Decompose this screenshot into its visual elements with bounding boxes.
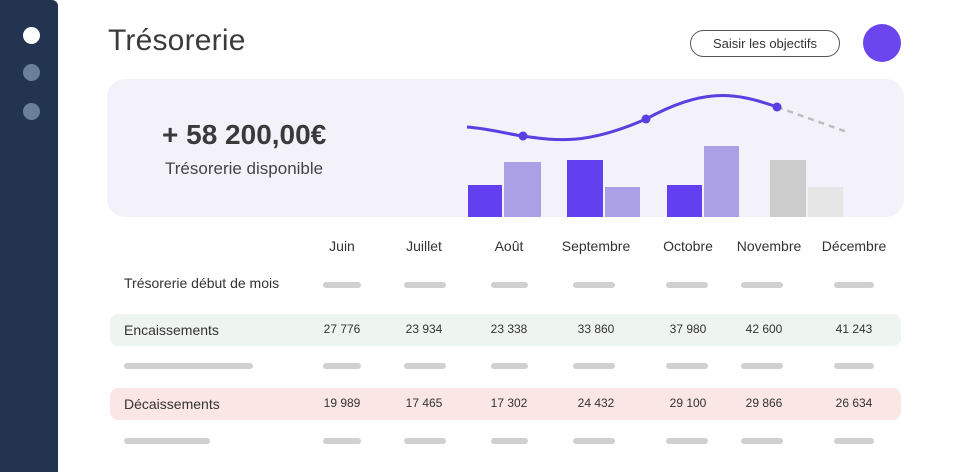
sidebar bbox=[0, 0, 58, 472]
nav-dot-icon-1[interactable] bbox=[23, 27, 40, 44]
chart-point-1 bbox=[518, 131, 528, 141]
placeholder-bar bbox=[741, 282, 783, 288]
chart-forecast-line bbox=[776, 105, 848, 134]
expenses-cell: 17 465 bbox=[405, 396, 443, 410]
available-cash-amount: + 58 200,00€ bbox=[162, 119, 327, 150]
placeholder-bar bbox=[666, 363, 708, 369]
placeholder-bar bbox=[741, 363, 783, 369]
month-header: Août bbox=[494, 238, 524, 254]
income-cell: 23 338 bbox=[490, 322, 528, 336]
month-header: Juillet bbox=[406, 238, 442, 254]
income-cell: 42 600 bbox=[745, 322, 783, 336]
month-header: Septembre bbox=[561, 238, 631, 254]
month-header: Juin bbox=[329, 238, 355, 254]
placeholder-bar bbox=[741, 438, 783, 444]
month-header: Novembre bbox=[736, 238, 802, 254]
chart-bar-5 bbox=[667, 185, 702, 217]
expenses-row[interactable] bbox=[110, 388, 901, 420]
income-row[interactable] bbox=[110, 314, 901, 346]
expenses-cell: 17 302 bbox=[490, 396, 528, 410]
placeholder-bar bbox=[323, 282, 361, 288]
expenses-cell: 29 100 bbox=[669, 396, 707, 410]
placeholder-bar bbox=[573, 363, 615, 369]
placeholder-bar bbox=[666, 282, 708, 288]
chart-point-3 bbox=[772, 102, 782, 112]
income-cell: 41 243 bbox=[835, 322, 873, 336]
chart-bar-8 bbox=[808, 187, 843, 217]
expenses-label: Décaissements bbox=[124, 396, 220, 412]
chart-bar-1 bbox=[468, 185, 502, 217]
avatar[interactable] bbox=[863, 24, 901, 62]
placeholder-bar bbox=[573, 438, 615, 444]
placeholder-bar bbox=[834, 363, 874, 369]
placeholder-bar bbox=[491, 363, 528, 369]
placeholder-bar bbox=[404, 438, 446, 444]
chart-bar-4 bbox=[605, 187, 640, 217]
placeholder-bar bbox=[573, 282, 615, 288]
month-header: Octobre bbox=[663, 238, 713, 254]
placeholder-bar bbox=[323, 438, 361, 444]
cash-trend-chart bbox=[466, 94, 848, 217]
chart-bar-7 bbox=[770, 160, 806, 217]
expenses-cell: 26 634 bbox=[835, 396, 873, 410]
chart-trend-line bbox=[466, 94, 778, 142]
placeholder-bar bbox=[666, 438, 708, 444]
placeholder-bar bbox=[834, 282, 874, 288]
placeholder-bar bbox=[124, 363, 253, 369]
income-cell: 27 776 bbox=[323, 322, 361, 336]
set-objectives-button[interactable]: Saisir les objectifs bbox=[690, 30, 840, 57]
placeholder-bar bbox=[491, 438, 528, 444]
chart-bar-6 bbox=[704, 146, 739, 217]
expenses-cell: 19 989 bbox=[323, 396, 361, 410]
income-cell: 33 860 bbox=[577, 322, 615, 336]
income-cell: 37 980 bbox=[669, 322, 707, 336]
start-of-month-label: Trésorerie début de mois bbox=[124, 275, 280, 291]
chart-point-2 bbox=[641, 114, 651, 124]
available-cash-label: Trésorerie disponible bbox=[165, 159, 324, 178]
placeholder-bar bbox=[404, 282, 446, 288]
placeholder-bar bbox=[323, 363, 361, 369]
expenses-cell: 24 432 bbox=[577, 396, 615, 410]
expenses-cell: 29 866 bbox=[745, 396, 783, 410]
placeholder-bar bbox=[491, 282, 528, 288]
income-cell: 23 934 bbox=[405, 322, 443, 336]
summary-card: + 58 200,00€ Trésorerie disponible bbox=[107, 79, 904, 217]
placeholder-bar bbox=[834, 438, 874, 444]
chart-bar-2 bbox=[504, 162, 541, 217]
income-label: Encaissements bbox=[124, 322, 219, 338]
page-title: Trésorerie bbox=[108, 24, 246, 57]
nav-dot-icon-2[interactable] bbox=[23, 64, 40, 81]
month-header-row: Juin Juillet Août Septembre Octobre Nove… bbox=[0, 238, 968, 258]
placeholder-bar bbox=[124, 438, 210, 444]
month-header: Décembre bbox=[821, 238, 887, 254]
nav-dot-icon-3[interactable] bbox=[23, 103, 40, 120]
placeholder-bar bbox=[404, 363, 446, 369]
chart-bar-3 bbox=[567, 160, 603, 217]
